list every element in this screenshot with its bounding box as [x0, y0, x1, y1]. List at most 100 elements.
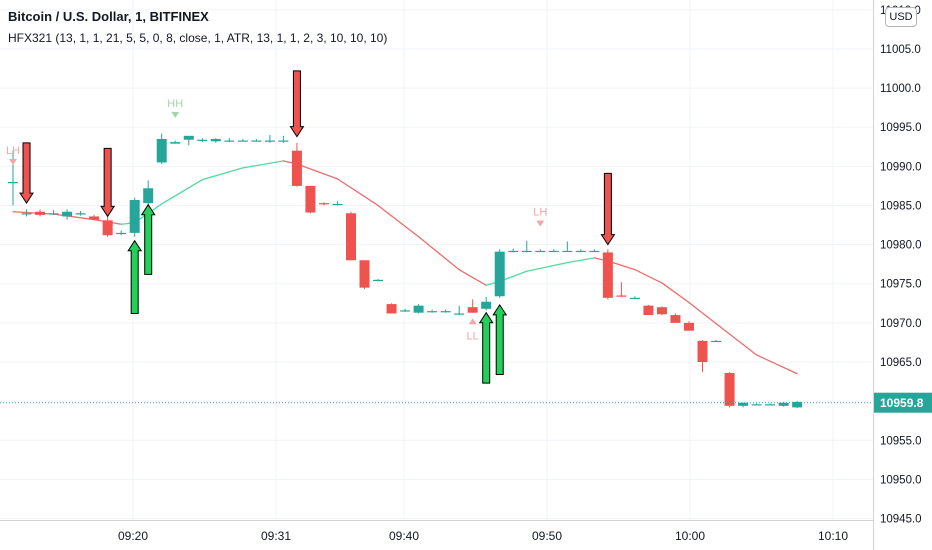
candle-body: [318, 203, 329, 205]
price-tick-label: 10980.0: [880, 240, 922, 252]
sell-signal-arrow: [19, 142, 34, 205]
candle-body: [602, 252, 613, 298]
sell-signal-arrow: [100, 147, 116, 218]
ma-segment: [242, 160, 285, 169]
indicator-legend[interactable]: HFX321 (13, 1, 1, 21, 5, 5, 0, 8, close,…: [8, 31, 388, 45]
swing-label: LH: [533, 207, 547, 227]
candle-body: [562, 250, 573, 253]
signal-arrows: [19, 70, 616, 384]
candle-body: [575, 250, 586, 253]
ma-segment: [566, 257, 596, 264]
candle-body: [792, 401, 803, 408]
candle: [278, 135, 289, 143]
candle-body: [494, 251, 505, 297]
time-tick-label: 10:10: [818, 529, 848, 543]
candle: [697, 340, 708, 373]
candle-body: [548, 250, 559, 253]
candle: [21, 209, 32, 217]
ma-segment: [458, 269, 487, 286]
last-price-badge: [874, 392, 932, 413]
swing-label-marker: [536, 220, 545, 227]
candle-body: [711, 340, 722, 343]
candle-body: [89, 216, 100, 220]
candle-body: [467, 307, 478, 313]
currency-button[interactable]: USD: [885, 7, 917, 27]
candle: [116, 230, 127, 236]
last-price-label: 10959.8: [880, 396, 924, 410]
candle-body: [251, 140, 262, 142]
candle-body: [278, 140, 289, 142]
candle-body: [481, 301, 492, 309]
candle: [291, 142, 302, 187]
candle: [48, 210, 59, 215]
candle: [400, 308, 411, 312]
price-tick-label: 10990.0: [880, 161, 922, 173]
swing-label: LL: [467, 318, 479, 342]
symbol-title: Bitcoin / U.S. Dollar, 1, BITFINEX: [8, 9, 209, 24]
candle-body: [156, 138, 167, 163]
ma-segment: [417, 236, 460, 271]
candle-body: [508, 250, 519, 253]
candle-body: [629, 297, 640, 300]
candle: [602, 249, 613, 300]
candle: [413, 304, 424, 314]
price-tick-label: 11005.0: [880, 44, 921, 56]
time-axis: 09:20 09:31 09:40 09:50 10:00 10:10: [118, 529, 848, 543]
candle-body: [210, 138, 221, 142]
swing-label-text: LH: [533, 207, 547, 219]
candle: [765, 403, 776, 406]
candle: [156, 133, 167, 164]
candle: [62, 209, 73, 220]
swing-label-marker: [468, 318, 477, 325]
candle-body: [751, 404, 762, 406]
price-tick-label: 10950.0: [880, 474, 922, 486]
candle-body: [589, 250, 600, 253]
candle: [643, 304, 654, 316]
candle-body: [143, 188, 154, 204]
candle-body: [386, 304, 397, 314]
ma-segment: [336, 178, 379, 207]
candle: [224, 138, 235, 143]
candle: [440, 309, 451, 313]
candle: [386, 303, 397, 314]
buy-signal-arrow: [140, 203, 156, 275]
candle: [454, 305, 465, 316]
swing-label: HH: [167, 98, 183, 118]
candle: [210, 138, 221, 143]
candle: [616, 282, 627, 298]
ma-segment: [52, 213, 95, 221]
candle: [305, 185, 316, 214]
candle: [494, 249, 505, 298]
candle: [481, 297, 492, 311]
candle: [589, 249, 600, 253]
candle-body: [738, 402, 749, 406]
candle-body: [778, 402, 789, 406]
candle-body: [21, 213, 32, 215]
grid-lines: [0, 0, 873, 520]
candle: [670, 313, 681, 323]
ma-segment: [755, 354, 798, 375]
candle: [251, 138, 262, 142]
candle: [575, 249, 586, 253]
candle-body: [332, 203, 343, 206]
candle-body: [291, 150, 302, 186]
swing-label: LH: [6, 145, 20, 165]
ma-segment: [715, 323, 758, 356]
time-tick-label: 10:00: [675, 529, 705, 543]
ma-segment: [296, 163, 339, 180]
candle-body: [116, 232, 127, 235]
candle: [318, 202, 329, 206]
candle-body: [359, 260, 370, 288]
time-tick-label: 09:31: [261, 529, 291, 543]
candle: [359, 260, 370, 290]
sell-signal-arrow: [600, 172, 616, 246]
moving-average: [12, 160, 798, 375]
swing-label-marker: [9, 158, 17, 165]
candle-body: [75, 213, 86, 215]
price-axis: 11010.011005.011000.010995.010990.010985…: [880, 5, 922, 526]
candle-body: [765, 404, 776, 406]
candle: [427, 309, 438, 313]
candle-body: [48, 213, 59, 215]
